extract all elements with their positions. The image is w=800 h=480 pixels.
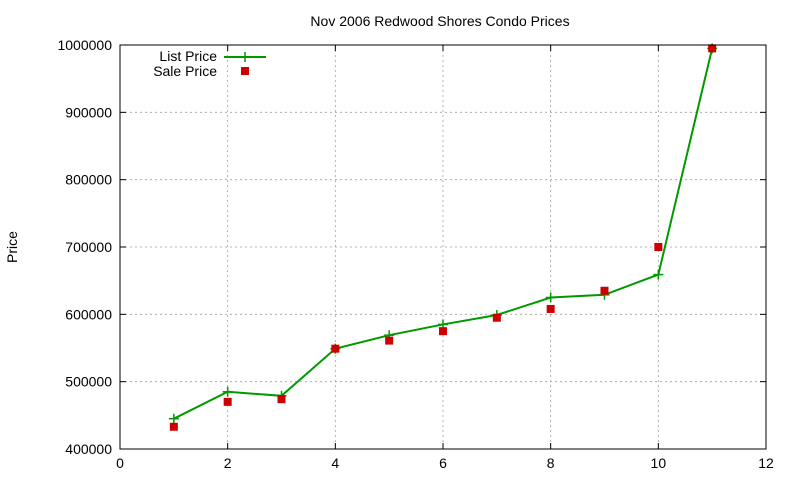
legend-marker-sale-price bbox=[241, 67, 249, 75]
y-tick-label: 800000 bbox=[65, 172, 112, 188]
y-tick-label: 600000 bbox=[65, 306, 112, 322]
y-tick-label: 700000 bbox=[65, 239, 112, 255]
legend-entry-sale-price: Sale Price bbox=[153, 63, 217, 79]
plot-frame bbox=[119, 44, 767, 450]
sale-price-point bbox=[385, 336, 394, 345]
sale-price-point bbox=[492, 313, 501, 322]
y-tick-label: 400000 bbox=[65, 441, 112, 457]
x-tick-label: 4 bbox=[331, 455, 339, 471]
x-tick-label: 6 bbox=[439, 455, 447, 471]
x-tick-label: 8 bbox=[547, 455, 555, 471]
sale-price-point bbox=[439, 327, 447, 336]
sale-price-point bbox=[277, 395, 286, 404]
sale-price-point bbox=[223, 397, 232, 406]
y-tick-label: 1000000 bbox=[57, 37, 112, 53]
sale-price-point bbox=[169, 422, 178, 431]
sale-price-point bbox=[708, 44, 717, 53]
y-axis-label: Price bbox=[4, 231, 20, 263]
series-layer bbox=[168, 43, 718, 431]
x-tick-labels: 0 2 4 6 8 10 12 bbox=[116, 455, 774, 471]
sale-price-point bbox=[654, 243, 663, 251]
series-line-list-price bbox=[173, 48, 714, 420]
grid-lines bbox=[120, 45, 766, 449]
list-price-point bbox=[168, 413, 179, 424]
x-tick-label: 12 bbox=[758, 455, 774, 471]
list-price-point bbox=[545, 292, 556, 303]
list-price-point bbox=[222, 386, 233, 397]
y-tick-labels: 400000 500000 600000 700000 800000 900000 1000… bbox=[57, 37, 112, 457]
chart-title: Nov 2006 Redwood Shores Condo Prices bbox=[310, 13, 569, 29]
list-price-point bbox=[653, 269, 664, 280]
sale-price-point bbox=[546, 304, 555, 313]
legend: List Price Sale Price bbox=[153, 48, 266, 79]
x-tick-label: 10 bbox=[651, 455, 667, 471]
legend-entry-list-price: List Price bbox=[159, 48, 217, 64]
sale-price-point bbox=[331, 344, 340, 353]
y-tick-label: 500000 bbox=[65, 374, 112, 390]
x-tick-label: 0 bbox=[116, 455, 124, 471]
x-tick-label: 2 bbox=[224, 455, 232, 471]
y-tick-label: 900000 bbox=[65, 104, 112, 120]
sale-price-point bbox=[600, 286, 609, 295]
